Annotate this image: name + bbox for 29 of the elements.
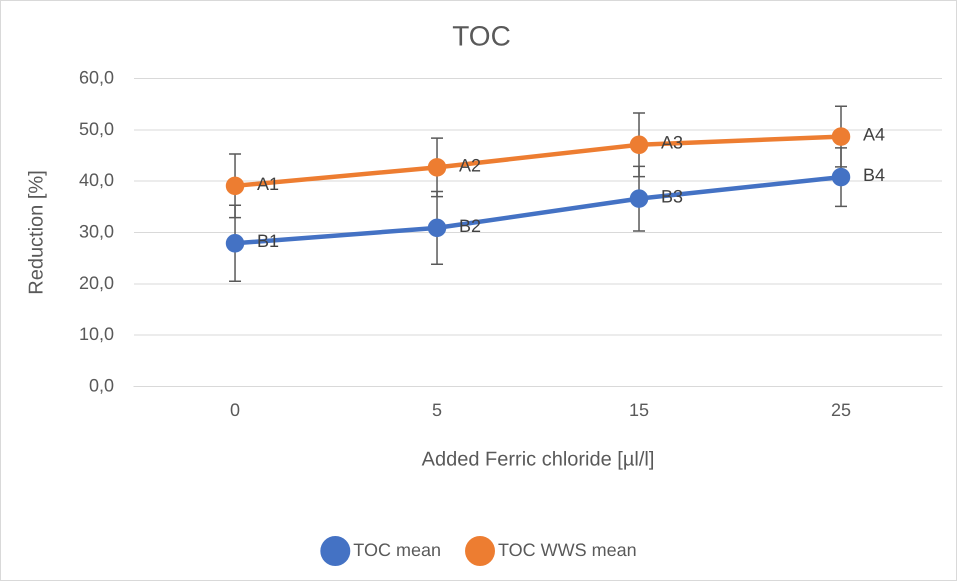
data-label: B1 (257, 231, 280, 252)
y-axis-title: Reduction [%] (26, 170, 48, 295)
legend-label: TOC WWS mean (498, 540, 637, 560)
point (226, 234, 244, 253)
point (832, 127, 850, 146)
point (832, 168, 850, 186)
point (428, 158, 446, 177)
y-tick-label: 20,0 (78, 272, 114, 293)
point (226, 176, 244, 196)
x-tick-label: 15 (628, 400, 650, 420)
point (428, 218, 446, 238)
y-tick-label: 40,0 (78, 170, 114, 190)
data-label: B4 (863, 165, 886, 186)
chart-title: TOC (452, 20, 511, 52)
point (630, 189, 648, 208)
legend-label: TOC mean (353, 540, 442, 560)
x-tick-label: 5 (432, 400, 442, 420)
x-tick-label: 25 (830, 400, 852, 420)
data-label: A1 (257, 174, 280, 194)
data-label: A4 (863, 124, 886, 145)
x-axis-title: Added Ferric chloride [µl/l] (422, 448, 654, 471)
x-tick-label: 0 (230, 400, 240, 420)
data-label: A3 (661, 132, 684, 153)
y-tick-label: 10,0 (78, 324, 114, 344)
y-tick-label: 30,0 (78, 221, 114, 242)
y-tick-label: 0,0 (89, 375, 114, 396)
y-tick-label: 50,0 (78, 118, 114, 139)
point (630, 136, 648, 154)
y-tick-label: 60,0 (78, 68, 114, 88)
